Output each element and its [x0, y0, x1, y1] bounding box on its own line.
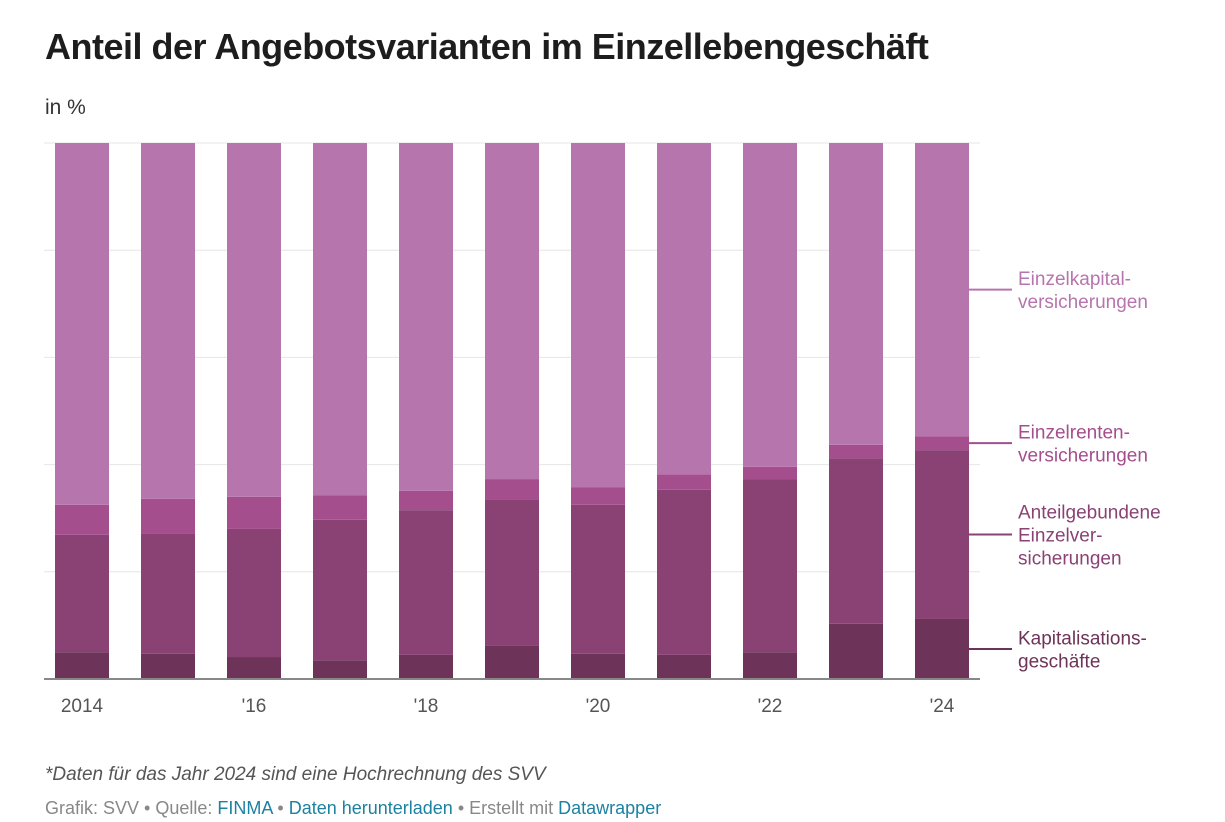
bar-segment: [313, 660, 367, 679]
series-label: Kapitalisations-: [1018, 628, 1147, 649]
bar-segment: [399, 654, 453, 679]
bar-segment: [227, 657, 281, 679]
x-tick-label: '22: [758, 696, 783, 717]
bar-segment: [399, 143, 453, 491]
bar-segment: [915, 618, 969, 679]
bar-segment: [55, 534, 109, 653]
footnote: *Daten für das Jahr 2024 sind eine Hochr…: [45, 764, 546, 785]
datawrapper-link[interactable]: Datawrapper: [558, 798, 662, 818]
bar-segment: [141, 653, 195, 679]
footer-prefix: Grafik: SVV • Quelle:: [45, 798, 218, 818]
chart-subtitle: in %: [45, 96, 86, 119]
bar-segment: [485, 499, 539, 646]
bar-segment: [399, 490, 453, 511]
bar-segment: [55, 504, 109, 535]
bar-segment: [829, 623, 883, 679]
series-label: Einzelver-: [1018, 526, 1102, 547]
download-data-link[interactable]: Daten herunterladen: [288, 798, 453, 818]
bar-segment: [657, 489, 711, 655]
footer-sep: • Erstellt mit: [452, 798, 559, 818]
series-label: Einzelkapital-: [1018, 269, 1131, 290]
bar-segment: [829, 444, 883, 459]
series-label: versicherungen: [1018, 446, 1148, 467]
chart-footer: Grafik: SVV • Quelle: FINMA • Daten heru…: [45, 798, 661, 819]
bar-segment: [915, 143, 969, 437]
series-label: sicherungen: [1018, 549, 1122, 570]
bar-segment: [485, 645, 539, 679]
stacked-bar-chart: 2014 '16 '18 '20 '22 '24 Kapitalisations-gesch…: [44, 142, 1161, 717]
series-label: Anteilgebundene: [1018, 503, 1161, 524]
bar-segment: [227, 528, 281, 658]
x-tick-label: '20: [586, 696, 611, 717]
bar-segment: [55, 652, 109, 679]
bar-segment: [141, 533, 195, 654]
bar-segment: [571, 504, 625, 654]
bar-segment: [313, 495, 367, 520]
bar-segment: [313, 143, 367, 496]
x-tick-label: 2014: [61, 696, 104, 717]
chart-title: Anteil der Angebotsvarianten im Einzelle…: [45, 26, 929, 67]
bar-segment: [743, 479, 797, 653]
bar-segment: [141, 143, 195, 499]
bar-segment: [743, 143, 797, 467]
bar-segment: [743, 652, 797, 679]
bar-segment: [915, 436, 969, 451]
x-tick-label: '18: [414, 696, 439, 717]
series-label: Einzelrenten-: [1018, 423, 1130, 444]
x-tick-label: '16: [242, 696, 267, 717]
bar-segment: [915, 450, 969, 619]
bar-segment: [485, 479, 539, 500]
bar-segment: [55, 143, 109, 505]
bar-segment: [743, 466, 797, 480]
bar-segment: [227, 143, 281, 497]
footer-sep: •: [272, 798, 289, 818]
bar-segment: [571, 143, 625, 488]
series-label: versicherungen: [1018, 292, 1148, 313]
bar-segment: [571, 653, 625, 679]
x-tick-label: '24: [930, 696, 955, 717]
bar-segment: [657, 474, 711, 490]
source-link[interactable]: FINMA: [217, 798, 273, 818]
series-label: geschäfte: [1018, 651, 1100, 672]
bar-segment: [571, 487, 625, 505]
bar-segment: [829, 143, 883, 445]
bar-segment: [657, 143, 711, 475]
bar-segment: [485, 143, 539, 480]
bar-segment: [141, 498, 195, 534]
bar-segment: [657, 654, 711, 679]
bar-segment: [399, 510, 453, 655]
bar-segment: [227, 496, 281, 529]
bar-segment: [313, 519, 367, 661]
bar-segment: [829, 458, 883, 624]
